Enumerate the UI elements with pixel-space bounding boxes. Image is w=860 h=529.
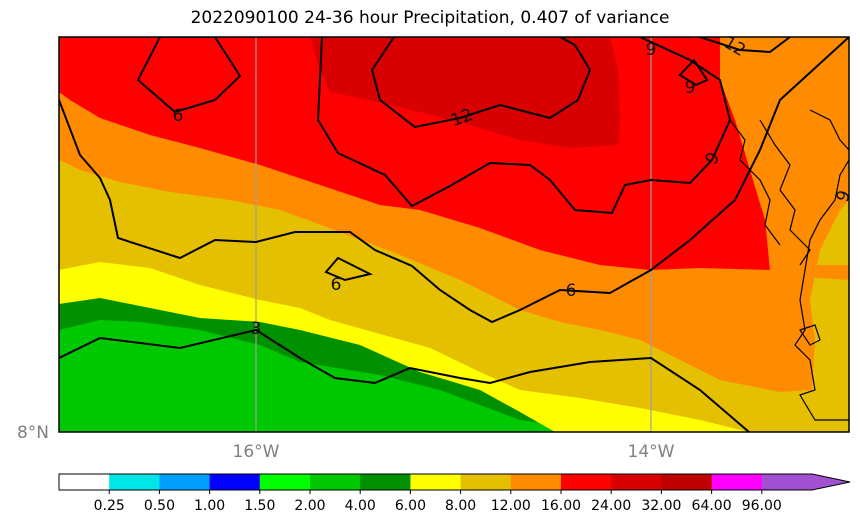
colorbar-swatch bbox=[310, 474, 361, 490]
colorbar-swatch bbox=[611, 474, 662, 490]
fill-coastal-patch bbox=[815, 265, 849, 280]
colorbar-tick-label: 64.00 bbox=[692, 498, 732, 514]
colorbar-tick-label: 6.00 bbox=[395, 498, 426, 514]
colorbar-swatch bbox=[561, 474, 612, 490]
colorbar-swatch bbox=[209, 474, 261, 490]
contour-9-small bbox=[678, 58, 709, 87]
contour-9 bbox=[316, 37, 732, 215]
contour-6-main bbox=[59, 37, 849, 324]
coastline-path-3 bbox=[729, 119, 781, 246]
colorbar-swatch bbox=[259, 474, 311, 490]
x-tick-label: 16°W bbox=[233, 442, 280, 462]
coastline bbox=[729, 109, 849, 421]
colorbar-swatch bbox=[159, 474, 211, 490]
contour-6-topleft bbox=[136, 37, 242, 114]
colorbar-swatch bbox=[109, 474, 160, 490]
chart-title: 2022090100 24-36 hour Precipitation, 0.4… bbox=[190, 8, 670, 28]
colorbar-tick-label: 32.00 bbox=[641, 498, 681, 514]
gridlines bbox=[255, 37, 652, 432]
coastline-path-2 bbox=[759, 119, 811, 266]
colorbar-swatch bbox=[59, 474, 110, 490]
contour-label: 6 bbox=[331, 275, 342, 295]
colorbar-tick-label: 2.00 bbox=[294, 498, 325, 514]
contour-label: 6 bbox=[566, 281, 577, 301]
colorbar: 0.25 0.50 1.00 1.50 2.00 4.00 6.00 8.00 12.00 16.… bbox=[58, 473, 851, 514]
contour-label: 6 bbox=[173, 106, 184, 126]
island-outline bbox=[799, 324, 821, 346]
colorbar-tick-label: 1.00 bbox=[194, 498, 225, 514]
contour-label: 9 bbox=[685, 78, 696, 98]
contour-label: 3 bbox=[251, 319, 262, 339]
contour-lines bbox=[59, 37, 849, 432]
colorbar-frame bbox=[58, 473, 851, 491]
colorbar-swatch bbox=[761, 474, 850, 490]
colorbar-swatch bbox=[360, 474, 411, 490]
filled-contours bbox=[59, 37, 849, 432]
colorbar-tick-label: 4.00 bbox=[345, 498, 376, 514]
contour-6-loop bbox=[324, 256, 373, 282]
coastline-path bbox=[794, 159, 849, 421]
colorbar-swatch bbox=[661, 474, 713, 490]
y-tick-label: 8°N bbox=[17, 423, 49, 443]
colorbar-tick-label: 16.00 bbox=[541, 498, 581, 514]
colorbar-tick-label: 24.00 bbox=[591, 498, 631, 514]
colorbar-tick-label: 0.25 bbox=[94, 498, 125, 514]
x-tick-label: 14°W bbox=[628, 442, 675, 462]
plot-frame bbox=[58, 36, 850, 433]
fill-32-64 bbox=[310, 37, 620, 148]
colorbar-tick-label: 0.50 bbox=[144, 498, 175, 514]
colorbar-tick-label: 96.00 bbox=[742, 498, 782, 514]
colorbar-swatch bbox=[711, 474, 763, 490]
colorbar-swatch bbox=[460, 474, 512, 490]
fill-coastal-patch-2 bbox=[785, 112, 812, 128]
colorbar-swatch bbox=[510, 474, 562, 490]
contour-12-topright bbox=[699, 37, 791, 54]
colorbar-tick-label: 8.00 bbox=[445, 498, 476, 514]
contour-label: 9 bbox=[646, 40, 657, 60]
colorbar-swatch bbox=[410, 474, 462, 490]
contour-12 bbox=[370, 37, 592, 129]
colorbar-tick-label: 1.50 bbox=[244, 498, 275, 514]
contour-3 bbox=[59, 328, 750, 432]
coastline-path-4 bbox=[809, 109, 849, 151]
colorbar-tick-label: 12.00 bbox=[491, 498, 531, 514]
